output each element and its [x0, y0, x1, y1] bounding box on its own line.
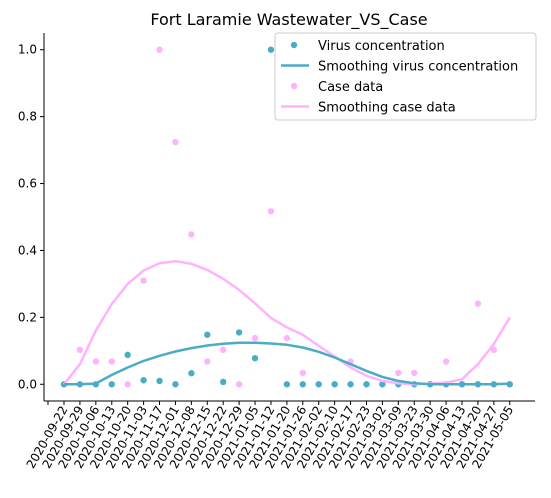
data-point-2-10: [220, 346, 227, 354]
data-point-0-7: [172, 381, 179, 388]
data-point-2-4: [124, 381, 131, 388]
data-point-2-5: [140, 277, 147, 284]
data-point-2-11: [235, 381, 243, 388]
data-point-0-18: [347, 381, 354, 388]
data-point-2-14: [283, 334, 291, 342]
legend-marker-2: [290, 82, 298, 90]
plot-area: [60, 46, 513, 388]
y-tick-label-2: 0.4: [18, 243, 37, 257]
data-point-0-16: [315, 381, 322, 388]
data-point-0-10: [220, 378, 227, 386]
data-point-0-20: [379, 381, 386, 388]
data-point-2-15: [299, 369, 306, 377]
y-tick-label-0: 0.0: [18, 377, 37, 391]
data-point-2-27: [490, 346, 498, 354]
data-point-0-8: [188, 370, 195, 377]
data-point-2-6: [156, 46, 163, 53]
data-point-0-9: [204, 331, 211, 338]
data-point-2-26: [474, 300, 482, 307]
data-point-2-1: [76, 346, 84, 354]
y-tick-label-3: 0.6: [18, 177, 37, 191]
data-point-2-7: [172, 138, 179, 146]
legend-label-2: Case data: [318, 80, 383, 95]
data-point-2-24: [442, 358, 450, 365]
chart-title: Fort Laramie Wastewater_VS_Case: [150, 10, 427, 30]
y-tick-label-5: 1.0: [18, 43, 37, 57]
data-point-2-13: [267, 208, 275, 215]
data-point-0-3: [108, 381, 115, 388]
data-point-2-12: [251, 334, 259, 342]
data-point-0-11: [235, 329, 243, 336]
legend-marker-0: [290, 41, 298, 49]
data-point-2-2: [92, 358, 100, 365]
legend-label-1: Smoothing virus concentration: [318, 60, 518, 75]
data-point-2-8: [188, 231, 195, 238]
data-point-2-21: [395, 369, 402, 377]
data-point-0-17: [331, 381, 338, 388]
data-point-2-22: [411, 369, 418, 377]
data-point-0-12: [251, 354, 259, 362]
data-point-0-13: [267, 46, 275, 53]
legend-label-0: Virus concentration: [318, 39, 445, 54]
y-tick-label-4: 0.8: [18, 110, 37, 124]
data-point-0-6: [156, 377, 163, 385]
data-point-2-3: [108, 358, 115, 365]
data-point-0-4: [124, 351, 131, 359]
legend-box: [274, 32, 537, 121]
data-point-0-15: [299, 381, 306, 388]
legend: Virus concentration Smoothing virus conce…: [274, 32, 537, 121]
data-point-2-9: [204, 358, 211, 365]
data-point-0-14: [283, 381, 291, 388]
legend-label-3: Smoothing case data: [318, 101, 456, 116]
y-tick-label-1: 0.2: [18, 310, 37, 324]
data-point-0-19: [363, 381, 370, 388]
data-point-0-5: [140, 377, 147, 384]
series-line-1: [64, 341, 510, 386]
